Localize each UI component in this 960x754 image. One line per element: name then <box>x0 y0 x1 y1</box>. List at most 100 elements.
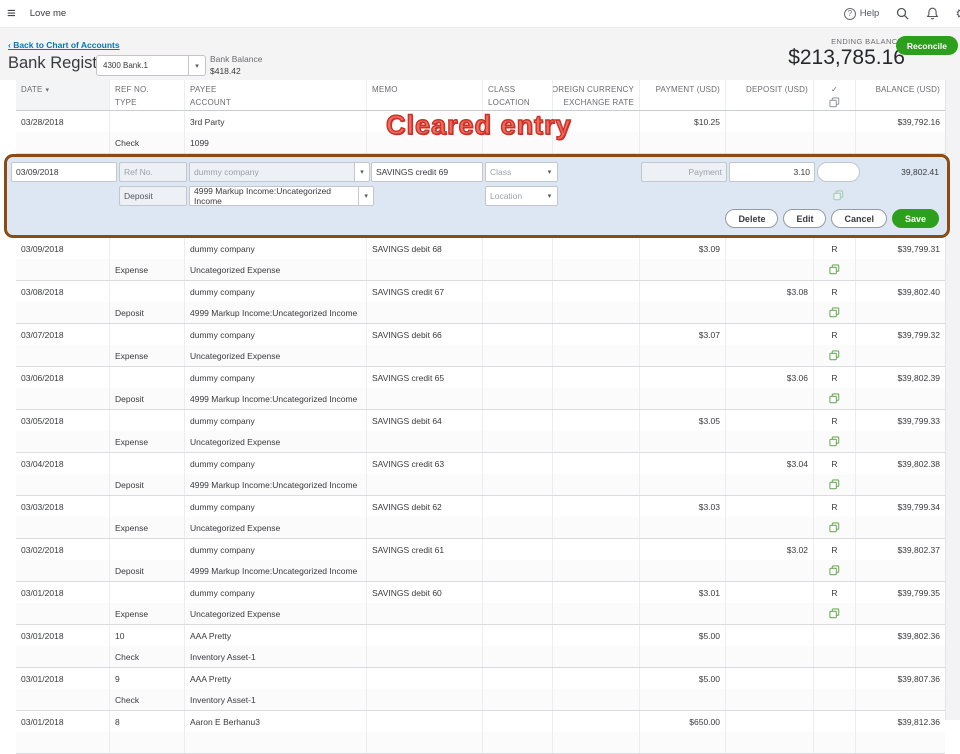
table-row[interactable]: 03/01/2018 9 AAA Pretty $5.00 $39,807.36 Chec… <box>16 668 945 711</box>
edit-memo-input[interactable]: SAVINGS credit 69 <box>371 162 483 182</box>
edit-class-dropdown[interactable]: Class ▾ <box>485 162 558 182</box>
cell-type: Check <box>110 646 185 667</box>
edit-refno-input[interactable]: Ref No. <box>119 162 187 182</box>
cell-type <box>110 732 185 753</box>
cell-deposit-empty <box>726 388 814 409</box>
cell-deposit: $3.06 <box>726 367 814 388</box>
cell-memo: SAVINGS debit 68 <box>367 238 483 259</box>
hamburger-menu-icon[interactable]: ≡ <box>7 5 16 22</box>
table-row[interactable]: 03/05/2018 dummy company SAVINGS debit 64 $… <box>16 410 945 453</box>
cell-account: Uncategorized Expense <box>185 345 367 366</box>
cell-payment: $10.25 <box>640 111 726 132</box>
cell-deposit-empty <box>726 259 814 280</box>
cell-date-empty <box>16 560 110 581</box>
chevron-down-icon[interactable]: ▾ <box>354 163 369 181</box>
cell-balance: $39,799.31 <box>897 243 940 254</box>
cell-memo-empty <box>367 646 483 667</box>
cell-payment-empty <box>640 474 726 495</box>
register-header: ‹ Back to Chart of Accounts Bank Registe… <box>0 28 960 80</box>
cell-payment: $5.00 <box>640 668 726 689</box>
column-header-cleared: ✓ <box>814 80 856 95</box>
cell-class <box>483 111 553 132</box>
copy-icon <box>814 132 856 153</box>
table-row[interactable]: 03/01/2018 10 AAA Pretty $5.00 $39,802.36 Che… <box>16 625 945 668</box>
table-row[interactable]: 03/07/2018 dummy company SAVINGS debit 66 $… <box>16 324 945 367</box>
table-row[interactable]: 03/02/2018 dummy company SAVINGS credit 61… <box>16 539 945 582</box>
cell-account: Uncategorized Expense <box>185 517 367 538</box>
cell-date-empty <box>16 646 110 667</box>
column-header-account: ACCOUNT <box>185 95 367 110</box>
cell-deposit: $3.02 <box>726 539 814 560</box>
cell-exchange-rate <box>553 132 640 153</box>
cell-cleared-status: R <box>814 324 856 345</box>
edit-button[interactable]: Edit <box>783 209 827 228</box>
cell-payment-empty <box>640 388 726 409</box>
cell-cleared-status <box>814 625 856 646</box>
column-header-memo: MEMO <box>367 80 483 95</box>
edit-deposit-input[interactable]: 3.10 <box>729 162 815 182</box>
copy-icon <box>814 517 856 538</box>
cancel-button[interactable]: Cancel <box>831 209 887 228</box>
cell-deposit <box>726 496 814 517</box>
settings-gear-icon[interactable]: ⚙ <box>955 6 960 22</box>
table-row[interactable]: 03/06/2018 dummy company SAVINGS credit 65… <box>16 367 945 410</box>
cell-location <box>483 646 553 667</box>
account-selector-dropdown[interactable]: 4300 Bank.1 ▾ <box>96 55 206 76</box>
cell-memo: SAVINGS credit 63 <box>367 453 483 474</box>
cell-payee: dummy company <box>185 582 367 603</box>
cell-location <box>483 689 553 710</box>
cell-memo: SAVINGS debit 66 <box>367 324 483 345</box>
edit-payee-dropdown[interactable]: dummy company ▾ <box>189 162 370 182</box>
cell-account: 4999 Markup Income:Uncategorized Income <box>185 560 367 581</box>
copy-icon <box>833 190 844 201</box>
edit-date-input[interactable]: 03/09/2018 <box>11 162 117 182</box>
chevron-down-icon[interactable]: ▾ <box>358 187 373 205</box>
column-header-foreign-currency: FOREIGN CURRENCY <box>553 80 640 95</box>
table-row[interactable]: 03/03/2018 dummy company SAVINGS debit 62 $… <box>16 496 945 539</box>
cell-memo-empty <box>367 132 483 153</box>
cell-class <box>483 281 553 302</box>
cell-type: Expense <box>110 517 185 538</box>
cell-refno <box>110 238 185 259</box>
cell-exchange-rate <box>553 431 640 452</box>
edit-type-field[interactable]: Deposit <box>119 186 187 206</box>
table-row[interactable]: 03/09/2018 dummy company SAVINGS debit 68 $… <box>16 238 945 281</box>
column-header-payee: PAYEE <box>185 80 367 95</box>
help-button[interactable]: ? Help <box>843 7 879 20</box>
help-icon: ? <box>843 7 856 20</box>
cell-refno <box>110 582 185 603</box>
table-row[interactable]: 03/04/2018 dummy company SAVINGS credit 63… <box>16 453 945 496</box>
cell-balance-empty <box>856 646 945 667</box>
cell-balance-empty <box>856 474 945 495</box>
table-row[interactable]: 03/01/2018 8 Aaron E Berhanu3 $650.00 $39,81… <box>16 711 945 754</box>
cell-refno <box>110 496 185 517</box>
cell-foreign-currency <box>553 711 640 732</box>
vertical-scrollbar[interactable] <box>945 80 960 720</box>
edit-account-dropdown[interactable]: 4999 Markup Income:Uncategorized Income … <box>189 186 374 206</box>
save-button[interactable]: Save <box>891 209 939 228</box>
back-to-chart-of-accounts-link[interactable]: ‹ Back to Chart of Accounts <box>8 40 120 50</box>
table-row[interactable]: 03/08/2018 dummy company SAVINGS credit 67… <box>16 281 945 324</box>
edit-cleared-status-field[interactable] <box>817 162 860 182</box>
cell-type: Deposit <box>110 302 185 323</box>
reconcile-button[interactable]: Reconcile <box>895 36 958 55</box>
table-row[interactable]: 03/01/2018 dummy company SAVINGS debit 60 $… <box>16 582 945 625</box>
cell-payee: dummy company <box>185 238 367 259</box>
delete-button[interactable]: Delete <box>725 209 779 228</box>
cell-exchange-rate <box>553 603 640 624</box>
cell-foreign-currency <box>553 238 640 259</box>
cell-balance-empty <box>856 560 945 581</box>
edit-location-dropdown[interactable]: Location ▾ <box>485 186 558 206</box>
cell-balance: $39,799.32 <box>897 329 940 340</box>
cell-deposit <box>726 582 814 603</box>
cell-class <box>483 367 553 388</box>
cell-balance: $39,802.37 <box>897 544 940 555</box>
column-header-date[interactable]: DATE ▾ <box>16 80 110 95</box>
table-row[interactable]: 03/28/2018 3rd Party $10.25 $39,792.16 Check… <box>16 111 945 154</box>
search-icon[interactable] <box>895 7 909 21</box>
edit-payment-input[interactable]: Payment <box>641 162 727 182</box>
notifications-bell-icon[interactable] <box>925 7 939 21</box>
rows-after-edit: 03/09/2018 dummy company SAVINGS debit 68 $… <box>16 238 945 754</box>
cell-payment-empty <box>640 132 726 153</box>
cell-payment: $3.03 <box>640 496 726 517</box>
